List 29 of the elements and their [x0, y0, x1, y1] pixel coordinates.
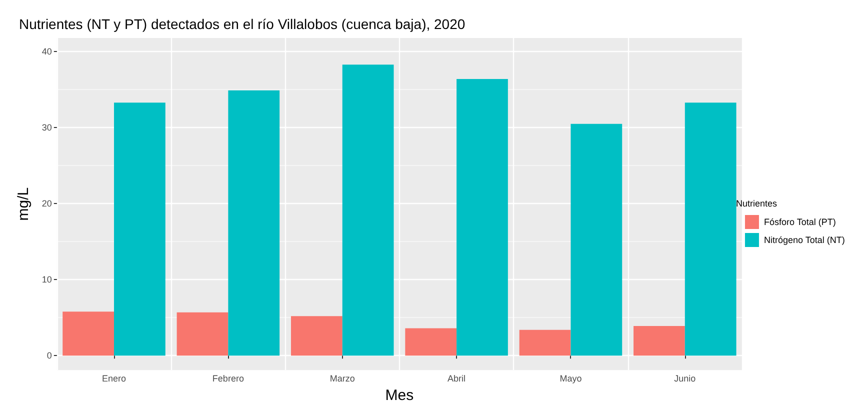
bar	[684, 102, 736, 356]
legend-label: Fósforo Total (PT)	[764, 217, 836, 227]
x-tick-label: Abril	[448, 374, 466, 384]
x-tick-label: Marzo	[330, 374, 355, 384]
bar	[405, 328, 457, 356]
y-tick-label: 0	[46, 350, 52, 361]
bar	[176, 312, 228, 356]
x-tick-label: Junio	[674, 374, 696, 384]
chart-title: Nutrientes (NT y PT) detectados en el río Villalobos (cuenca baja), 2020	[19, 16, 466, 32]
bar	[342, 64, 394, 356]
bar	[634, 326, 685, 356]
y-tick-label: 40	[42, 46, 52, 57]
y-tick-label: 10	[42, 274, 52, 285]
legend-title: Nutrientes	[736, 198, 778, 208]
y-tick-label: 30	[42, 122, 52, 133]
x-axis-title: Mes	[385, 387, 414, 404]
bar	[519, 330, 571, 356]
x-tick-label: Febrero	[212, 374, 244, 384]
bar	[62, 312, 114, 356]
bar	[456, 79, 508, 356]
bar	[228, 90, 280, 356]
y-tick-label: 20	[42, 198, 52, 209]
x-tick-label: Mayo	[560, 374, 582, 384]
bar	[290, 316, 342, 356]
bar	[114, 102, 166, 356]
x-tick-label: Enero	[102, 374, 126, 384]
bar	[570, 124, 622, 356]
legend-label: Nitrógeno Total (NT)	[764, 235, 845, 245]
y-axis-title: mg/L	[15, 187, 32, 221]
